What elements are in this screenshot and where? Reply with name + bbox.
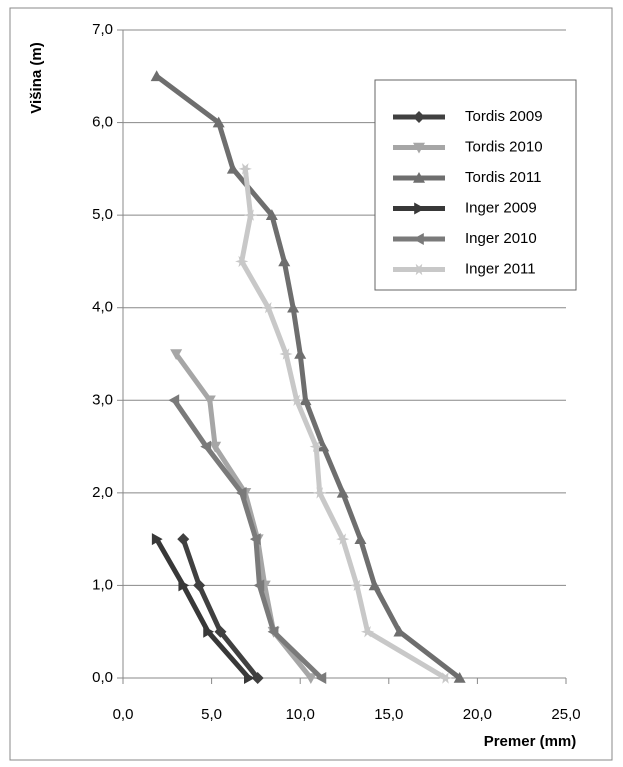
marker — [238, 163, 252, 175]
marker — [178, 579, 190, 592]
marker — [336, 533, 350, 545]
marker — [203, 625, 215, 638]
marker — [261, 301, 275, 314]
marker — [294, 348, 307, 359]
marker — [226, 162, 239, 174]
legend-marker — [414, 202, 425, 215]
legend-label: Inger 2011 — [465, 260, 536, 277]
marker — [354, 533, 367, 544]
marker — [209, 441, 222, 453]
marker — [299, 394, 312, 406]
y-tick-label: 3,0 — [92, 391, 113, 408]
marker — [253, 579, 265, 592]
marker — [336, 486, 349, 498]
marker — [214, 625, 227, 638]
marker — [304, 673, 317, 684]
x-tick-label: 5,0 — [201, 706, 222, 723]
legend-marker — [413, 233, 424, 245]
y-tick-label: 5,0 — [92, 206, 113, 223]
y-tick-label: 2,0 — [92, 484, 113, 501]
y-tick-label: 4,0 — [92, 299, 113, 316]
legend-label: Tordis 2010 — [465, 138, 543, 155]
series-line — [180, 538, 260, 680]
marker — [251, 672, 264, 684]
y-tick-label: 1,0 — [92, 576, 113, 593]
marker — [177, 533, 190, 546]
marker — [150, 70, 163, 82]
marker — [278, 255, 291, 267]
series-line — [155, 74, 462, 680]
legend-label: Tordis 2009 — [465, 108, 543, 125]
x-tick-label: 10,0 — [286, 706, 315, 723]
marker — [212, 116, 225, 128]
marker — [453, 672, 466, 683]
marker — [317, 440, 330, 452]
x-tick-label: 0,0 — [113, 706, 134, 723]
marker — [287, 301, 300, 313]
y-tick-label: 0,0 — [92, 669, 113, 686]
marker — [170, 349, 183, 360]
marker — [309, 440, 323, 453]
y-tick-label: 7,0 — [92, 21, 113, 38]
marker — [243, 209, 258, 221]
x-tick-label: 25,0 — [551, 706, 580, 723]
marker — [267, 625, 279, 638]
series-line — [154, 537, 251, 680]
marker — [203, 395, 216, 407]
legend-marker — [413, 172, 425, 183]
y-tick-label: 6,0 — [92, 114, 113, 131]
legend-label: Inger 2009 — [465, 199, 537, 216]
marker — [235, 486, 247, 499]
marker — [168, 394, 180, 407]
marker — [368, 579, 381, 591]
x-tick-label: 20,0 — [463, 706, 492, 723]
x-axis-title: Premer (mm) — [484, 733, 577, 750]
marker — [315, 672, 327, 684]
legend: Tordis 2009 Tordis 2010 Tordis 2011 Inger 2… — [374, 79, 577, 291]
marker — [200, 440, 212, 453]
marker — [350, 579, 364, 592]
legend-marker — [413, 111, 425, 123]
marker — [151, 533, 163, 546]
marker — [290, 394, 304, 407]
marker — [438, 672, 453, 684]
marker — [249, 533, 261, 546]
series-line — [239, 168, 447, 681]
x-tick-label: 15,0 — [374, 706, 403, 723]
legend-label: Inger 2010 — [465, 230, 537, 247]
marker — [313, 487, 327, 499]
marker — [265, 209, 278, 220]
legend-label: Tordis 2011 — [465, 169, 541, 186]
marker — [244, 672, 255, 684]
legend-marker — [413, 142, 425, 154]
marker — [393, 625, 406, 637]
marker — [279, 348, 293, 360]
legend-marker — [412, 263, 426, 276]
marker — [235, 255, 249, 268]
y-axis-title: Višina (m) — [28, 42, 45, 113]
marker — [360, 625, 375, 638]
marker — [193, 579, 206, 592]
